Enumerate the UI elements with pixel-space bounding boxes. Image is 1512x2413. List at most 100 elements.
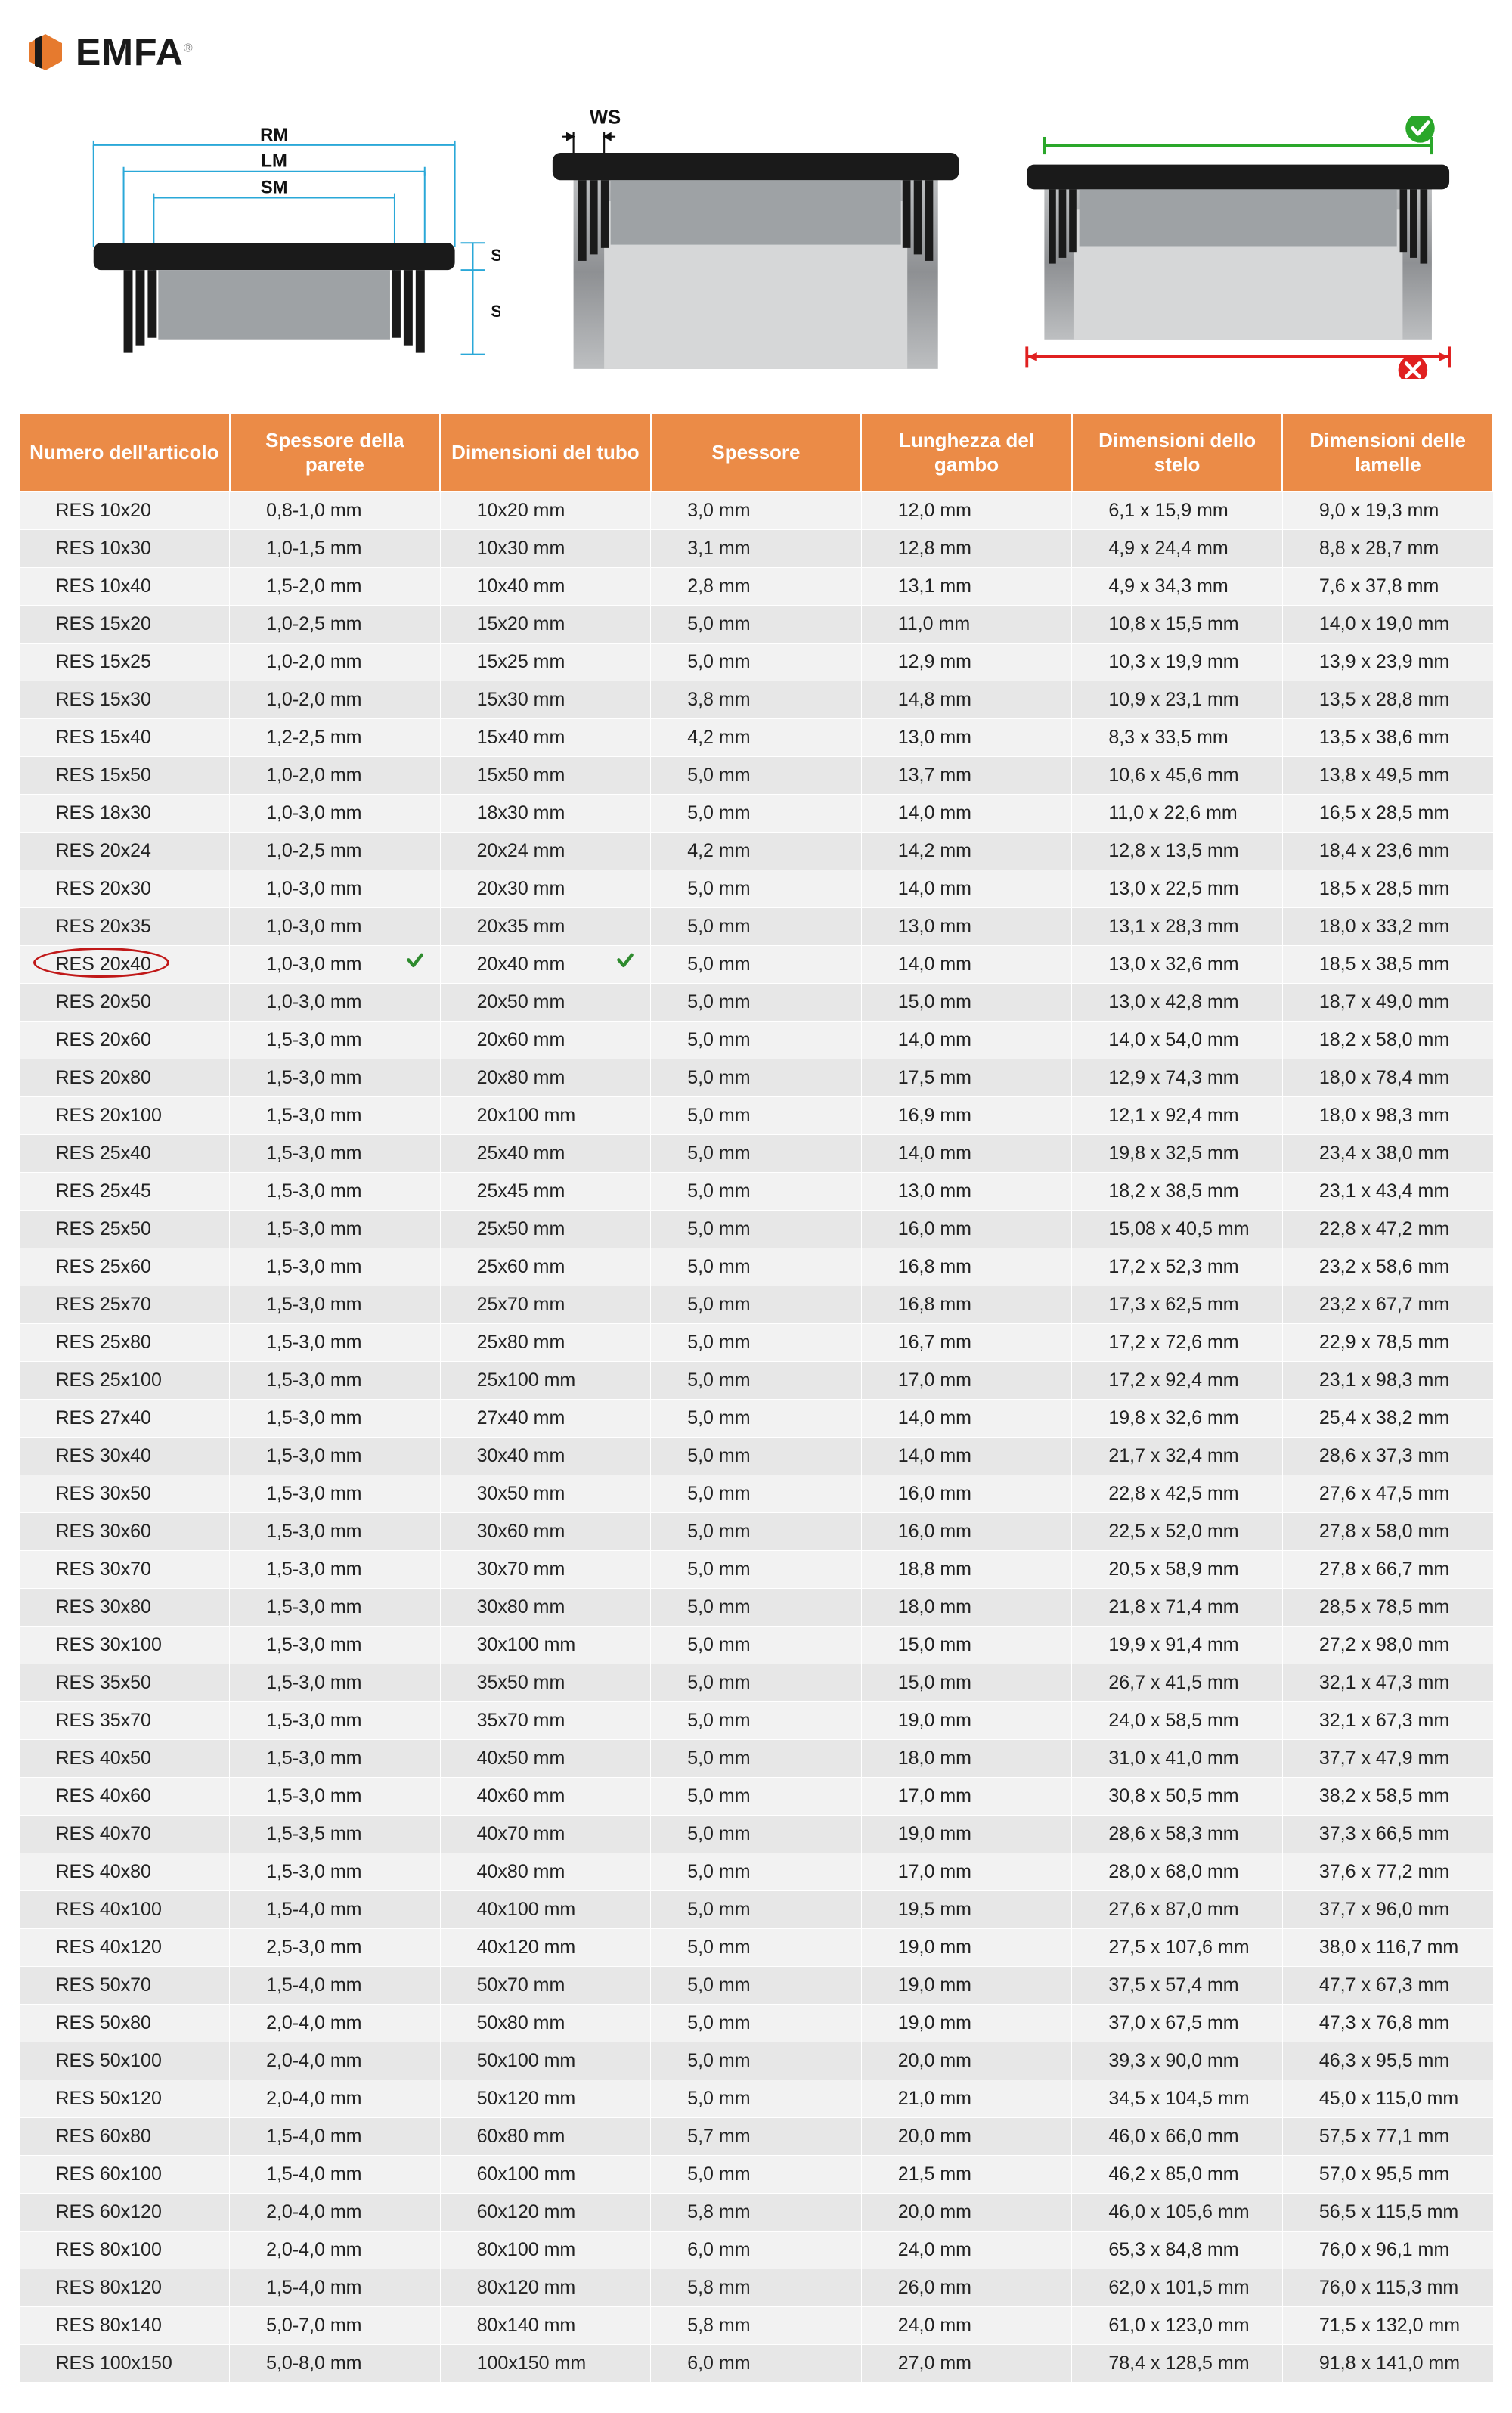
table-cell: 60x100 mm	[440, 2155, 651, 2193]
table-cell: 19,5 mm	[861, 1890, 1072, 1928]
table-cell: 2,0-4,0 mm	[230, 2231, 441, 2269]
table-cell: 2,5-3,0 mm	[230, 1928, 441, 1966]
table-row: RES 40x601,5-3,0 mm40x60 mm5,0 mm17,0 mm…	[19, 1777, 1493, 1815]
table-cell: 13,9 x 23,9 mm	[1282, 643, 1493, 681]
table-cell: 46,3 x 95,5 mm	[1282, 2042, 1493, 2080]
table-cell: RES 50x70	[19, 1966, 230, 2004]
table-row: RES 35x501,5-3,0 mm35x50 mm5,0 mm15,0 mm…	[19, 1664, 1493, 1701]
table-cell: 13,5 x 28,8 mm	[1282, 681, 1493, 718]
table-cell: 1,5-3,0 mm	[230, 1361, 441, 1399]
table-cell: 21,8 x 71,4 mm	[1072, 1588, 1283, 1626]
table-cell: 56,5 x 115,5 mm	[1282, 2193, 1493, 2231]
table-row: RES 35x701,5-3,0 mm35x70 mm5,0 mm19,0 mm…	[19, 1701, 1493, 1739]
table-cell: RES 50x80	[19, 2004, 230, 2042]
table-cell: RES 60x120	[19, 2193, 230, 2231]
table-cell: 18,7 x 49,0 mm	[1282, 983, 1493, 1021]
table-row: RES 15x201,0-2,5 mm15x20 mm5,0 mm11,0 mm…	[19, 605, 1493, 643]
table-cell: 25,4 x 38,2 mm	[1282, 1399, 1493, 1437]
diagram-wall-thickness: WS	[530, 104, 981, 383]
table-cell: 21,7 x 32,4 mm	[1072, 1437, 1283, 1475]
table-cell: 1,5-4,0 mm	[230, 1890, 441, 1928]
table-cell: 80x120 mm	[440, 2269, 651, 2306]
table-cell: 27,8 x 66,7 mm	[1282, 1550, 1493, 1588]
brand-name: EMFA®	[76, 30, 194, 74]
table-cell: 25x50 mm	[440, 1210, 651, 1248]
table-cell: 18x30 mm	[440, 794, 651, 832]
table-cell: 27,8 x 58,0 mm	[1282, 1512, 1493, 1550]
table-cell: 5,0 mm	[651, 1210, 862, 1248]
table-cell: 1,2-2,5 mm	[230, 718, 441, 756]
table-cell: 5,8 mm	[651, 2306, 862, 2344]
table-cell: RES 15x25	[19, 643, 230, 681]
table-cell: 22,5 x 52,0 mm	[1072, 1512, 1283, 1550]
table-cell: 17,0 mm	[861, 1361, 1072, 1399]
table-cell: 5,0 mm	[651, 1739, 862, 1777]
table-cell: 5,0 mm	[651, 1853, 862, 1890]
table-cell: 50x70 mm	[440, 1966, 651, 2004]
table-cell: 5,0 mm	[651, 756, 862, 794]
table-cell: 14,0 x 54,0 mm	[1072, 1021, 1283, 1059]
table-cell: RES 30x70	[19, 1550, 230, 1588]
table-row: RES 25x701,5-3,0 mm25x70 mm5,0 mm16,8 mm…	[19, 1286, 1493, 1323]
table-cell: 25x40 mm	[440, 1134, 651, 1172]
table-cell: 17,2 x 72,6 mm	[1072, 1323, 1283, 1361]
table-cell: 46,0 x 105,6 mm	[1072, 2193, 1283, 2231]
table-cell: RES 15x30	[19, 681, 230, 718]
table-cell: 23,1 x 98,3 mm	[1282, 1361, 1493, 1399]
table-cell: RES 10x30	[19, 529, 230, 567]
table-row: RES 40x801,5-3,0 mm40x80 mm5,0 mm17,0 mm…	[19, 1853, 1493, 1890]
check-icon	[615, 952, 635, 977]
table-cell: RES 40x80	[19, 1853, 230, 1890]
table-cell: RES 10x40	[19, 567, 230, 605]
table-cell: 5,0 mm	[651, 945, 862, 983]
table-cell: 18,5 x 38,5 mm	[1282, 945, 1493, 983]
table-cell: RES 80x100	[19, 2231, 230, 2269]
table-cell: 5,0 mm	[651, 1588, 862, 1626]
table-cell: 11,0 mm	[861, 605, 1072, 643]
table-cell: 1,5-4,0 mm	[230, 2155, 441, 2193]
table-cell: 3,1 mm	[651, 529, 862, 567]
table-cell: 1,5-3,0 mm	[230, 1172, 441, 1210]
table-cell: 22,8 x 47,2 mm	[1282, 1210, 1493, 1248]
table-cell: 1,5-3,0 mm	[230, 1777, 441, 1815]
table-cell: 17,2 x 52,3 mm	[1072, 1248, 1283, 1286]
table-row: RES 50x802,0-4,0 mm50x80 mm5,0 mm19,0 mm…	[19, 2004, 1493, 2042]
table-cell: 1,5-4,0 mm	[230, 1966, 441, 2004]
table-cell: 1,5-3,0 mm	[230, 1323, 441, 1361]
table-cell: 1,5-3,0 mm	[230, 1853, 441, 1890]
table-cell: 37,7 x 96,0 mm	[1282, 1890, 1493, 1928]
table-row: RES 25x1001,5-3,0 mm25x100 mm5,0 mm17,0 …	[19, 1361, 1493, 1399]
svg-text:SK: SK	[491, 246, 500, 265]
table-cell: 31,0 x 41,0 mm	[1072, 1739, 1283, 1777]
svg-text:LM: LM	[261, 151, 287, 172]
table-cell: 15x25 mm	[440, 643, 651, 681]
table-cell: 6,1 x 15,9 mm	[1072, 492, 1283, 530]
table-cell: 1,0-2,5 mm	[230, 832, 441, 870]
table-cell: RES 30x40	[19, 1437, 230, 1475]
table-cell: 62,0 x 101,5 mm	[1072, 2269, 1283, 2306]
table-cell: 1,0-3,0 mm	[230, 794, 441, 832]
table-cell: 1,5-3,0 mm	[230, 1512, 441, 1550]
table-cell: 14,0 mm	[861, 794, 1072, 832]
column-header: Lunghezza del gambo	[861, 414, 1072, 492]
table-row: RES 80x1201,5-4,0 mm80x120 mm5,8 mm26,0 …	[19, 2269, 1493, 2306]
table-cell: 91,8 x 141,0 mm	[1282, 2344, 1493, 2382]
table-cell: 20,0 mm	[861, 2117, 1072, 2155]
table-cell: 1,5-3,0 mm	[230, 1701, 441, 1739]
table-cell: 17,0 mm	[861, 1777, 1072, 1815]
table-cell: 1,5-3,0 mm	[230, 1096, 441, 1134]
table-cell: 28,5 x 78,5 mm	[1282, 1588, 1493, 1626]
table-cell: 37,7 x 47,9 mm	[1282, 1739, 1493, 1777]
table-row: RES 20x351,0-3,0 mm20x35 mm5,0 mm13,0 mm…	[19, 907, 1493, 945]
table-cell: 13,0 x 32,6 mm	[1072, 945, 1283, 983]
table-cell: 18,2 x 38,5 mm	[1072, 1172, 1283, 1210]
table-cell: 20x40 mm	[440, 945, 651, 983]
table-cell: RES 20x100	[19, 1096, 230, 1134]
table-cell: 1,5-3,0 mm	[230, 1059, 441, 1096]
table-cell: RES 25x70	[19, 1286, 230, 1323]
table-cell: 16,7 mm	[861, 1323, 1072, 1361]
table-cell: 14,0 mm	[861, 945, 1072, 983]
table-row: RES 50x1002,0-4,0 mm50x100 mm5,0 mm20,0 …	[19, 2042, 1493, 2080]
table-row: RES 60x1202,0-4,0 mm60x120 mm5,8 mm20,0 …	[19, 2193, 1493, 2231]
table-cell: 39,3 x 90,0 mm	[1072, 2042, 1283, 2080]
